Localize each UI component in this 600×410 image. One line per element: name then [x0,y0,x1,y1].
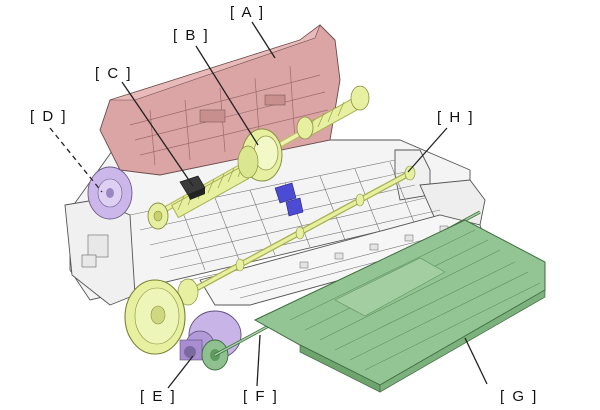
label-d: [ D ] [30,108,68,125]
part-e-motor [179,310,242,361]
label-b: [ B ] [173,27,210,44]
leader-b [195,45,259,146]
leader-d [49,127,103,193]
part-d-left-gear [87,166,133,220]
label-c: [ C ] [95,65,133,82]
label-a: [ A ] [230,4,265,21]
leader-lines [49,21,488,389]
label-h: [ H ] [437,109,475,126]
part-h-front-shaft [173,165,416,306]
leader-e [167,355,194,389]
part-g-output-tray [253,219,546,393]
label-g: [ G ] [500,388,538,405]
leader-c [121,81,194,187]
large-yellow-gear [124,279,186,355]
leader-a [251,21,276,59]
leader-g [464,337,488,385]
label-e: [ E ] [140,388,177,405]
leader-h [407,127,448,173]
labels: [ A ] [ B ] [ C ] [ D ] [ H ] [ E ] [ F … [30,4,538,405]
leader-f [256,334,261,387]
label-f: [ F ] [243,388,279,405]
blue-latch [274,182,304,217]
part-b-upper-roller [147,85,370,230]
